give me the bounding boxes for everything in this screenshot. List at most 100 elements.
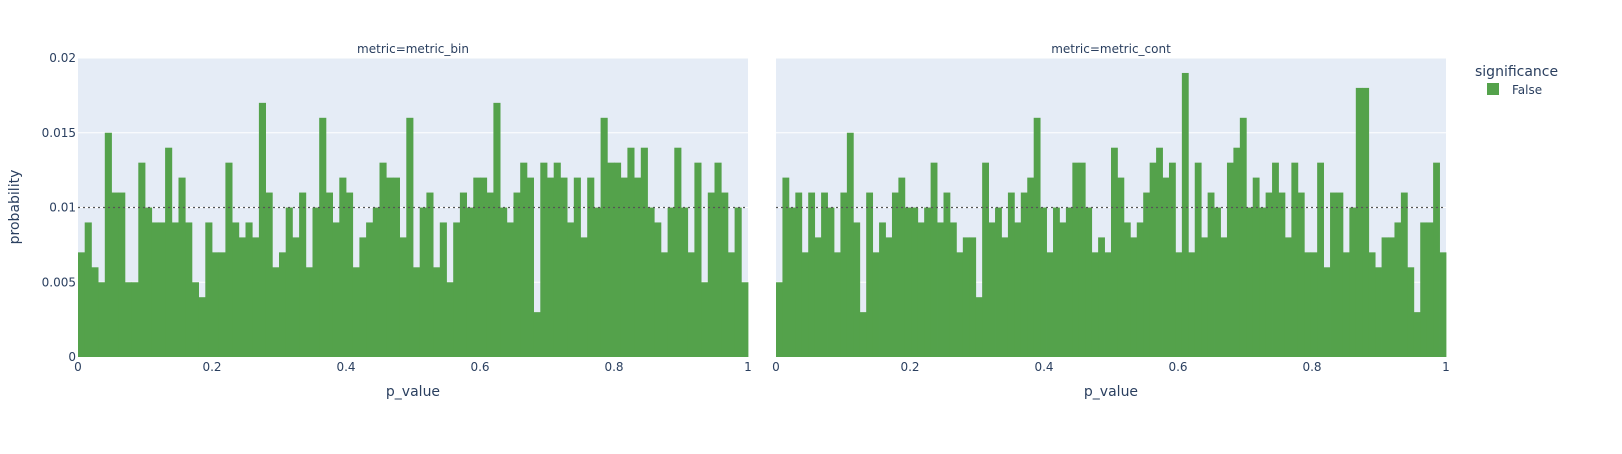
histogram-bar bbox=[1014, 222, 1022, 357]
histogram-bar bbox=[853, 222, 861, 357]
histogram-bar bbox=[885, 237, 893, 357]
histogram-bar bbox=[91, 267, 99, 357]
histogram-bar bbox=[466, 207, 474, 357]
x-tick-label: 0 bbox=[74, 360, 82, 374]
histogram-bar bbox=[413, 267, 421, 357]
histogram-bar bbox=[1168, 162, 1176, 357]
histogram-bar bbox=[1330, 192, 1337, 357]
y-axis-title: probability bbox=[7, 170, 23, 245]
histogram-bar bbox=[1207, 192, 1215, 357]
histogram-bar bbox=[1020, 192, 1028, 357]
facet-metric-cont: 0 0.2 0.4 0.6 0.8 1 metric=metric_cont p_valu… bbox=[772, 42, 1450, 400]
histogram-bar bbox=[801, 252, 809, 357]
histogram-bar bbox=[1149, 162, 1157, 357]
histogram-bar bbox=[1317, 162, 1324, 357]
histogram-bar bbox=[265, 192, 273, 357]
histogram-bar bbox=[1233, 147, 1241, 357]
histogram-bar bbox=[734, 207, 742, 357]
histogram-bar bbox=[707, 192, 715, 357]
histogram-bar bbox=[426, 192, 434, 357]
y-tick-label: 0.02 bbox=[49, 51, 76, 65]
histogram-bar bbox=[446, 282, 454, 357]
histogram-bar bbox=[439, 222, 447, 357]
histogram-bar bbox=[776, 282, 783, 357]
x-tick-label: 0.6 bbox=[1168, 360, 1187, 374]
histogram-bar bbox=[111, 192, 119, 357]
x-axis-title-left: p_value bbox=[386, 384, 440, 400]
histogram-bar bbox=[232, 222, 240, 357]
histogram-bar bbox=[406, 117, 414, 357]
histogram-bar bbox=[1310, 252, 1318, 357]
histogram-bar bbox=[917, 222, 925, 357]
histogram-bar bbox=[533, 312, 541, 357]
histogram-bar bbox=[1098, 237, 1105, 357]
histogram-bar bbox=[660, 252, 668, 357]
x-tick-label: 0.6 bbox=[470, 360, 489, 374]
histogram-bar bbox=[1349, 207, 1357, 357]
histogram-bar bbox=[1143, 192, 1151, 357]
histogram-bar bbox=[84, 222, 92, 357]
histogram-bar bbox=[1413, 312, 1421, 357]
histogram-bar bbox=[1181, 72, 1189, 357]
x-tick-label: 0.2 bbox=[202, 360, 221, 374]
histogram-bar bbox=[540, 162, 548, 357]
histogram-bar bbox=[930, 162, 938, 357]
histogram-bar bbox=[904, 207, 912, 357]
histogram-bar bbox=[1065, 207, 1073, 357]
histogram-bar bbox=[526, 177, 534, 357]
histogram-bar bbox=[292, 237, 300, 357]
histogram-bar bbox=[866, 192, 874, 357]
histogram-bar bbox=[486, 192, 494, 357]
histogram-bar bbox=[238, 237, 246, 357]
histogram-bar bbox=[1439, 252, 1447, 357]
histogram-bar bbox=[924, 207, 932, 357]
histogram-bar bbox=[386, 177, 394, 357]
histogram-bar bbox=[1362, 87, 1370, 358]
histogram-bar bbox=[185, 222, 193, 357]
histogram-bar bbox=[346, 192, 354, 357]
histogram-bar bbox=[969, 237, 977, 357]
histogram-bar bbox=[1040, 207, 1047, 357]
x-tick-labels-right: 0 0.2 0.4 0.6 0.8 1 bbox=[772, 360, 1450, 374]
histogram-bar bbox=[1046, 252, 1054, 357]
histogram-bar bbox=[1214, 207, 1221, 357]
histogram-bar bbox=[372, 207, 380, 357]
histogram-bar bbox=[1252, 177, 1260, 357]
histogram-bar bbox=[1284, 237, 1292, 357]
histogram-bar bbox=[252, 237, 260, 357]
histogram-bar bbox=[640, 147, 648, 357]
histogram-bar bbox=[118, 192, 126, 357]
histogram-bar bbox=[1297, 192, 1305, 357]
histogram-bar bbox=[714, 162, 722, 357]
legend-swatch-false[interactable] bbox=[1487, 83, 1499, 95]
histogram-bar bbox=[956, 252, 964, 357]
histogram-bar bbox=[1426, 222, 1434, 357]
histogram-bar bbox=[1265, 192, 1273, 357]
histogram-bar bbox=[98, 282, 106, 357]
histogram-bar bbox=[560, 177, 568, 357]
facet-title-left: metric=metric_bin bbox=[357, 42, 469, 56]
histogram-bar bbox=[493, 102, 501, 357]
y-tick-label: 0 bbox=[68, 350, 76, 364]
histogram-bar bbox=[1381, 237, 1389, 357]
histogram-bar bbox=[1188, 252, 1196, 357]
histogram-bar bbox=[299, 192, 307, 357]
histogram-bar bbox=[859, 312, 867, 357]
histogram-bar bbox=[245, 222, 253, 357]
histogram-bar bbox=[151, 222, 159, 357]
histogram-bar bbox=[593, 207, 601, 357]
histogram-bar bbox=[879, 222, 886, 357]
histogram-bar bbox=[788, 207, 796, 357]
x-tick-label: 0.8 bbox=[604, 360, 623, 374]
histogram-bar bbox=[352, 267, 360, 357]
facet-metric-bin: 0 0.2 0.4 0.6 0.8 1 0 0.005 0.01 0.015 0.02 metri… bbox=[42, 42, 752, 400]
histogram-bar bbox=[1033, 117, 1041, 357]
histogram-bar bbox=[995, 207, 1002, 357]
histogram-bar bbox=[1091, 252, 1099, 357]
histogram-bar bbox=[949, 222, 957, 357]
legend-label-false[interactable]: False bbox=[1512, 83, 1542, 97]
histogram-bar bbox=[547, 177, 555, 357]
histogram-bar bbox=[727, 252, 735, 357]
